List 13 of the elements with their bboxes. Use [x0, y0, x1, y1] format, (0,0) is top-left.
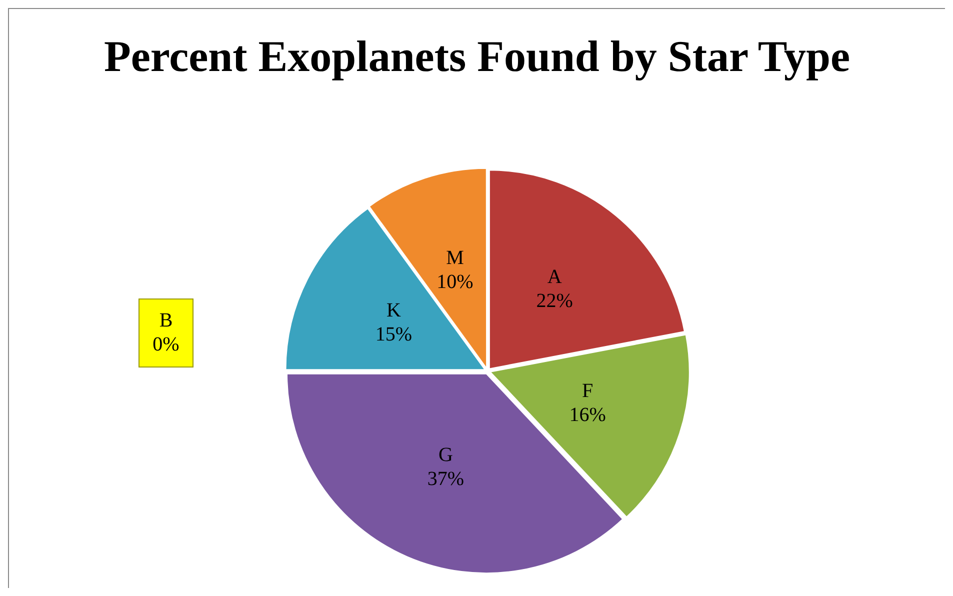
slice-label: K	[386, 299, 402, 322]
slice-label: G	[438, 444, 453, 466]
text: 0%	[152, 333, 180, 356]
data-label: 10%	[436, 271, 474, 294]
data-label: 22%	[536, 290, 573, 312]
category-label: B	[159, 309, 173, 332]
chart-title: Percent Exoplanets Found by Star Type	[102, 31, 852, 83]
data-label: 37%	[427, 468, 464, 490]
slice-label: M	[446, 247, 464, 270]
data-label: 16%	[569, 404, 606, 426]
slice-label: F	[582, 380, 594, 402]
data-label: 15%	[375, 323, 412, 346]
slice-label: A	[547, 266, 562, 288]
